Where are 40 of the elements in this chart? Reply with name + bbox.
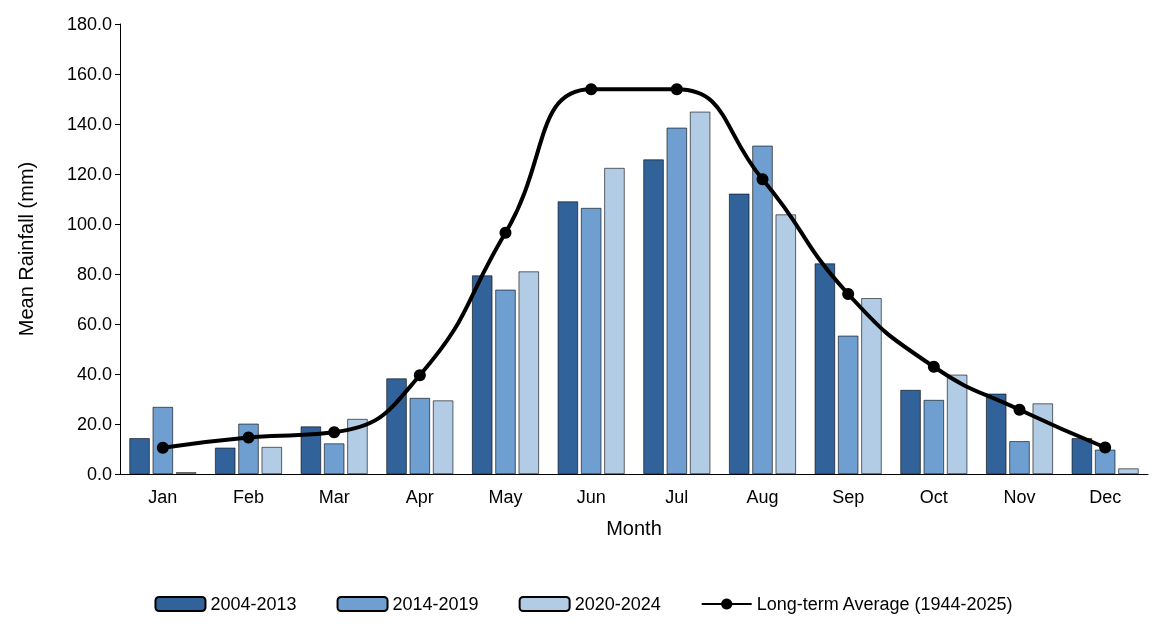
y-tick-label: 20.0	[76, 414, 112, 434]
point	[670, 83, 683, 96]
point	[842, 288, 855, 300]
y-tick-label: 140.0	[66, 114, 112, 134]
x-tick-label: Dec	[1089, 487, 1122, 507]
point	[328, 426, 341, 439]
point	[156, 441, 169, 454]
x-tick-label: May	[488, 487, 523, 507]
y-tick-label: 40.0	[76, 364, 112, 384]
legend-label: 2020-2024	[574, 594, 661, 614]
x-tick-label: Aug	[746, 487, 779, 507]
x-axis-title: Month	[606, 517, 662, 539]
x-tick-label: Apr	[405, 487, 434, 507]
point	[756, 173, 769, 186]
x-tick-label: Sep	[832, 487, 865, 507]
y-tick-label: 0.0	[86, 464, 112, 484]
x-tick-label: Mar	[318, 487, 350, 507]
legend-label: 2014-2019	[392, 594, 479, 614]
y-axis-title: Mean Rainfall (mm)	[15, 161, 37, 337]
x-tick-label: Jun	[576, 487, 606, 507]
point	[1099, 441, 1112, 454]
y-tick-label: 60.0	[76, 314, 112, 334]
point	[413, 369, 426, 382]
x-tick-label: Feb	[232, 487, 265, 507]
x-tick-label: Oct	[919, 487, 948, 507]
legend-label: 2004-2013	[210, 594, 297, 614]
point	[927, 360, 940, 373]
x-tick-label: Jul	[665, 487, 689, 507]
y-tick-label: 180.0	[66, 14, 112, 34]
y-tick-label: 80.0	[76, 264, 112, 284]
x-tick-label: Jan	[148, 487, 178, 507]
point	[585, 83, 598, 96]
y-tick-label: 160.0	[66, 64, 112, 84]
y-tick-label: 120.0	[66, 164, 112, 184]
point	[1013, 403, 1026, 416]
x-tick-label: Nov	[1003, 487, 1036, 507]
point	[242, 431, 255, 444]
point	[499, 226, 512, 239]
legend-label: Long-term Average (1944-2025)	[756, 594, 1013, 614]
y-tick-label: 100.0	[66, 214, 112, 234]
